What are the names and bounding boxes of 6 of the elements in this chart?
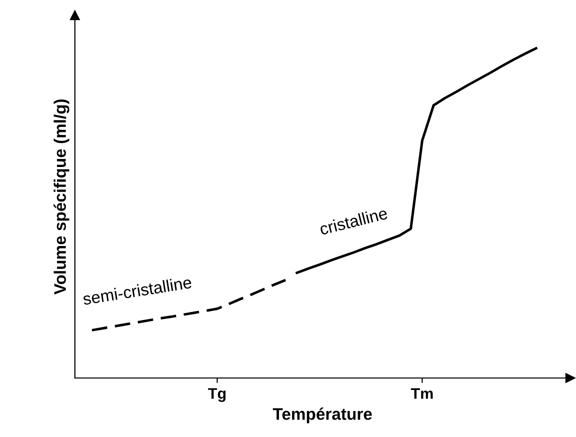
text: cristalline [318, 206, 388, 236]
y-axis-title: Volume spécifique (ml/g) [54, 99, 70, 295]
text: semi-cristalline [82, 276, 192, 306]
x-tick-label: Tm [410, 388, 433, 399]
x-axis-title: Température [272, 408, 372, 424]
x-tick-label: Tg [208, 388, 226, 402]
